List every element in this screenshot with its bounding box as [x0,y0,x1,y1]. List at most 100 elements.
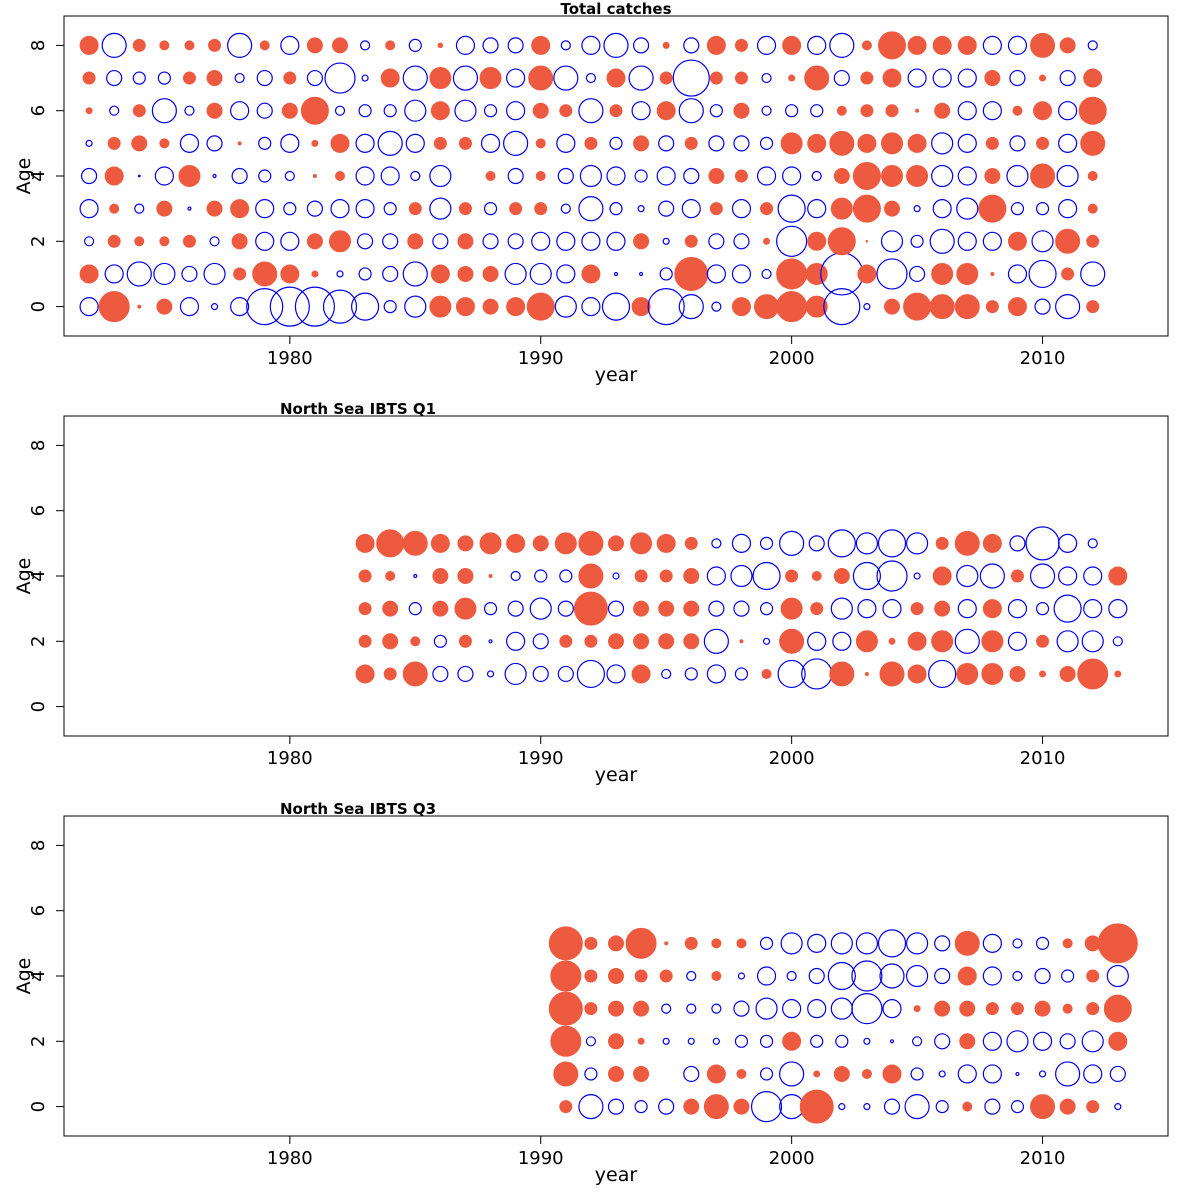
negative-residual-bubble [203,262,226,286]
positive-residual-bubble [382,600,399,617]
positive-residual-bubble [630,532,653,555]
negative-residual-bubble [1058,133,1078,153]
positive-residual-bubble [104,166,124,186]
positive-residual-bubble [1009,665,1026,682]
negative-residual-bubble [957,599,977,619]
positive-residual-bubble [683,1098,700,1115]
negative-residual-bubble [661,1003,672,1014]
positive-residual-bubble [178,165,201,187]
positive-residual-bubble [408,202,422,216]
negative-residual-bubble [647,288,685,326]
positive-residual-bubble [957,35,977,55]
panel-ibts-q1: North Sea IBTS Q1 year Age 1980 1990 2000 2… [13,400,1169,786]
negative-residual-bubble [432,665,449,683]
negative-residual-bubble [609,136,623,150]
positive-residual-bubble [978,194,1007,223]
positive-residual-bubble [709,71,723,85]
negative-residual-bubble [807,35,827,55]
positive-residual-bubble [259,40,270,51]
y-tick-label: 0 [28,301,49,312]
positive-residual-bubble [833,1065,850,1082]
negative-residual-bubble [761,268,772,280]
negative-residual-bubble [482,233,499,250]
positive-residual-bubble [656,101,676,121]
negative-residual-bubble [1031,230,1054,253]
positive-residual-bubble [1086,1002,1100,1016]
positive-residual-bubble [330,133,350,153]
y-tick-label: 2 [28,1036,49,1047]
negative-residual-bubble [658,1098,675,1115]
positive-residual-bubble [882,68,902,88]
negative-residual-bubble [838,1103,846,1111]
negative-residual-bubble [776,225,808,257]
negative-residual-bubble [455,35,476,55]
negative-residual-bubble [929,228,955,254]
positive-residual-bubble [662,41,670,49]
positive-residual-bubble [509,202,523,216]
negative-residual-bubble [855,532,879,555]
negative-residual-bubble [280,231,300,251]
positive-residual-bubble [137,304,142,309]
positive-residual-bubble [684,136,698,150]
negative-residual-bubble [1055,294,1081,320]
positive-residual-bubble [184,40,195,51]
positive-residual-bubble [731,297,751,317]
negative-residual-bubble [402,261,428,287]
positive-residual-bubble [711,971,722,981]
negative-residual-bubble [529,262,552,286]
negative-residual-bubble [153,262,176,286]
negative-residual-bubble [85,139,93,147]
positive-residual-bubble [482,265,499,282]
negative-residual-bubble [429,164,452,188]
x-tick-label: 1990 [518,1148,564,1169]
panel-title: North Sea IBTS Q1 [280,400,436,418]
y-tick-label: 4 [28,970,49,981]
positive-residual-bubble [633,600,650,617]
negative-residual-bubble [734,1034,749,1048]
positive-residual-bubble [959,1033,976,1050]
positive-residual-bubble [402,661,428,687]
negative-residual-bubble [405,133,425,153]
x-axis-label: year [595,364,638,386]
negative-residual-bubble [683,37,700,54]
positive-residual-bubble [531,35,551,55]
negative-residual-bubble [557,665,574,683]
y-tick-label: 6 [28,905,49,916]
negative-residual-bubble [1109,1065,1126,1083]
negative-residual-bubble [883,1098,901,1115]
negative-residual-bubble [733,135,750,152]
negative-residual-bubble [801,658,833,690]
negative-residual-bubble [832,631,852,651]
positive-residual-bubble [457,535,474,552]
negative-residual-bubble [507,233,524,250]
positive-residual-bubble [132,104,146,118]
negative-residual-bubble [759,536,774,550]
positive-residual-bubble [990,271,995,276]
positive-residual-bubble [829,130,855,156]
positive-residual-bubble [761,668,772,679]
negative-residual-bubble [230,297,250,317]
negative-residual-bubble [488,639,493,644]
negative-residual-bubble [576,659,606,689]
positive-residual-bubble [811,571,822,581]
negative-residual-bubble [678,98,704,124]
positive-residual-bubble [358,602,372,616]
negative-residual-bubble [777,659,806,689]
positive-residual-bubble [252,261,278,287]
y-tick-label: 0 [28,1101,49,1112]
positive-residual-bubble [79,264,99,284]
negative-residual-bubble [106,69,123,87]
positive-residual-bubble [281,102,298,119]
positive-residual-bubble [954,530,980,556]
negative-residual-bubble [179,297,200,317]
positive-residual-bubble [430,264,450,284]
positive-residual-bubble [1059,37,1076,54]
positive-residual-bubble [1080,130,1106,156]
negative-residual-bubble [454,99,477,122]
negative-residual-bubble [506,68,526,88]
positive-residual-bubble [1087,171,1098,181]
positive-residual-bubble [805,262,828,285]
negative-residual-bubble [126,261,152,287]
negative-residual-bubble [256,102,273,119]
negative-residual-bubble [827,529,856,558]
